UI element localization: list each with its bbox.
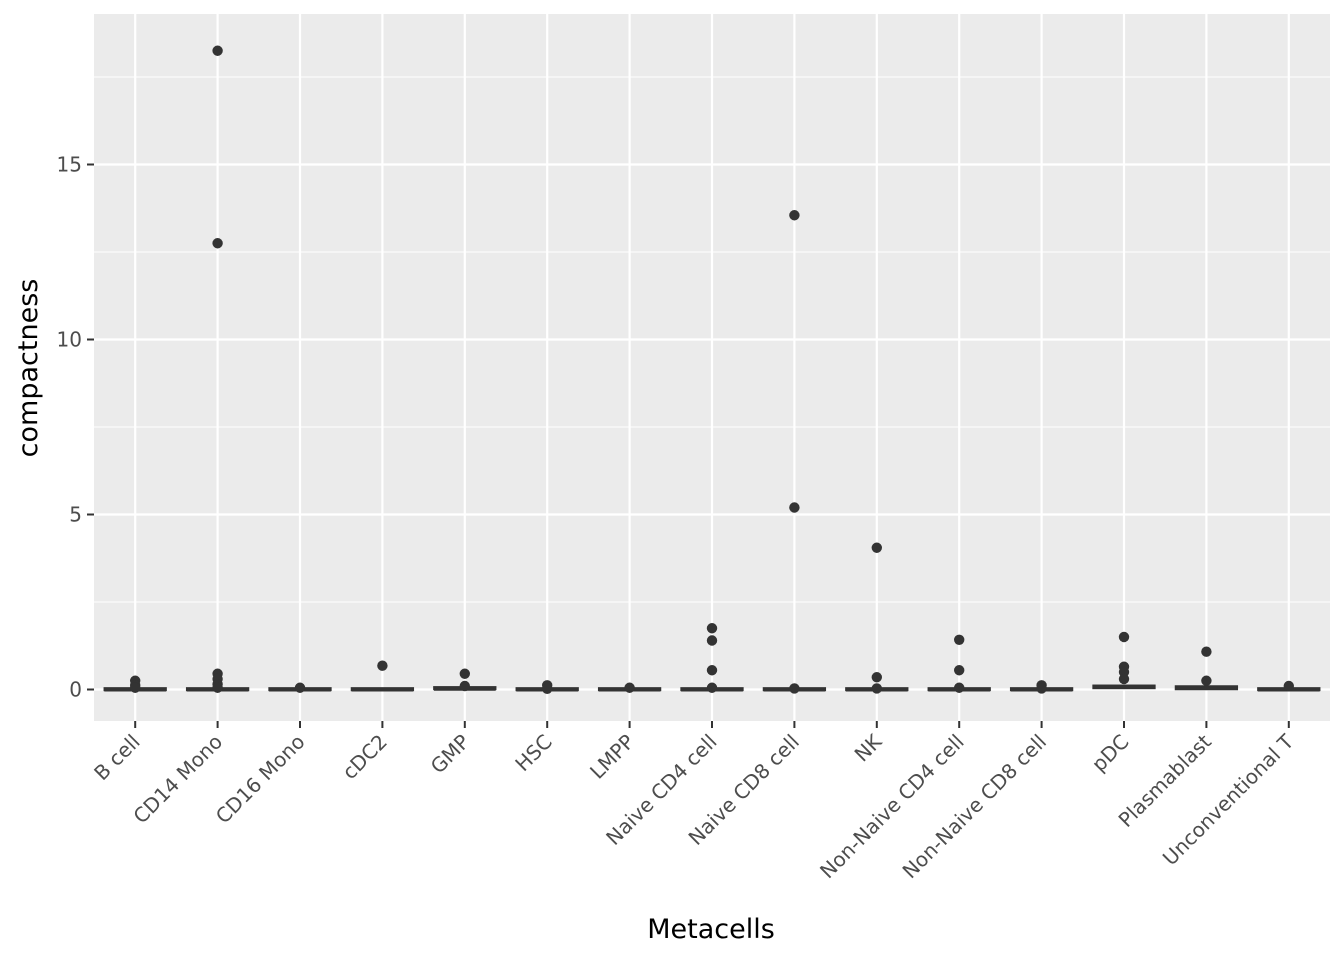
outlier-point (954, 634, 965, 645)
outlier-point (212, 682, 223, 693)
outlier-point (954, 665, 965, 676)
outlier-point (706, 623, 718, 634)
y-axis-title: compactness (13, 279, 44, 458)
outlier-point (1118, 673, 1130, 685)
outlier-point (1201, 646, 1212, 657)
outlier-point (542, 683, 553, 694)
x-axis-title: Metacells (647, 914, 775, 945)
y-tick-label: 0 (69, 678, 82, 702)
outlier-point (377, 660, 388, 671)
y-tick-label: 10 (57, 328, 82, 352)
outlier-point (459, 668, 470, 679)
outlier-point (954, 682, 965, 693)
outlier-point (706, 635, 718, 646)
outlier-point (789, 502, 800, 513)
outlier-point (871, 672, 882, 683)
outlier-point (624, 682, 635, 693)
outlier-point (1201, 675, 1212, 686)
outlier-point (1283, 680, 1295, 692)
outlier-point (130, 682, 141, 693)
outlier-point (1118, 631, 1130, 643)
y-tick-label: 15 (57, 153, 82, 177)
outlier-point (789, 683, 800, 694)
outlier-point (871, 683, 882, 694)
outlier-point (706, 665, 718, 676)
outlier-point (789, 210, 800, 221)
outlier-point (212, 45, 223, 56)
outlier-point (1036, 683, 1047, 694)
outlier-point (706, 682, 718, 693)
y-tick-label: 5 (69, 503, 82, 527)
y-axis: 0 5 10 15 (57, 153, 94, 702)
outlier-point (459, 680, 470, 692)
outlier-point (294, 682, 306, 693)
outlier-points (130, 45, 1295, 694)
outlier-point (871, 542, 882, 553)
outlier-point (212, 238, 223, 249)
